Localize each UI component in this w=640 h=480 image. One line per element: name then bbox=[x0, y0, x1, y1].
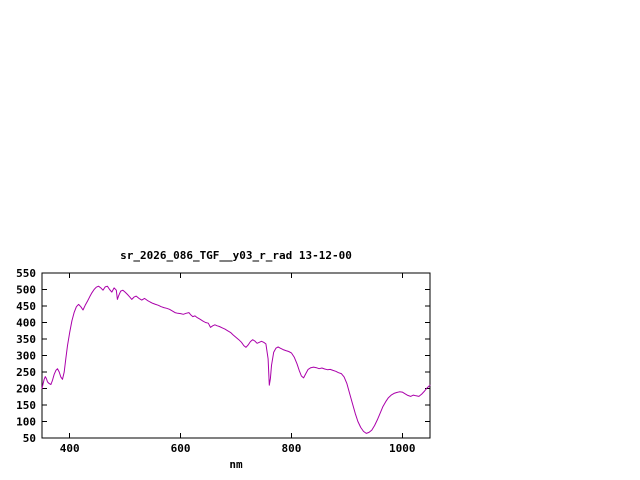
y-tick-label: 550 bbox=[16, 267, 36, 280]
y-tick-label: 300 bbox=[16, 350, 36, 363]
plot-border bbox=[41, 272, 431, 439]
x-axis-label: nm bbox=[229, 458, 243, 471]
y-tick-label: 100 bbox=[16, 416, 36, 429]
x-tick-label: 1000 bbox=[389, 442, 416, 455]
x-tick-label: 400 bbox=[60, 442, 80, 455]
x-tick-label: 600 bbox=[171, 442, 191, 455]
x-tick-label: 800 bbox=[281, 442, 301, 455]
series-line bbox=[41, 285, 431, 434]
y-tick-label: 350 bbox=[16, 333, 36, 346]
y-tick-label: 150 bbox=[16, 399, 36, 412]
y-tick-label: 50 bbox=[23, 432, 36, 445]
y-tick-label: 400 bbox=[16, 317, 36, 330]
y-tick-label: 250 bbox=[16, 366, 36, 379]
chart-title: sr_2026_086_TGF__y03_r_rad 13-12-00 bbox=[120, 249, 352, 262]
y-tick-label: 200 bbox=[16, 383, 36, 396]
y-tick-label: 500 bbox=[16, 284, 36, 297]
y-tick-label: 450 bbox=[16, 300, 36, 313]
